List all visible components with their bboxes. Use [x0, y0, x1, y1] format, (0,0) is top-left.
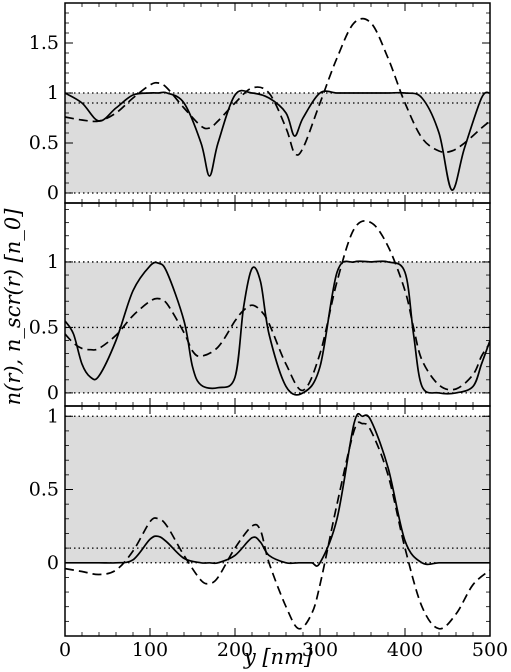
- series-line-solid: [65, 89, 490, 191]
- y-tick-label: 0.5: [29, 479, 59, 501]
- y-tick-label: 1: [47, 405, 59, 427]
- x-axis-label: y [nm]: [243, 645, 313, 669]
- panel-middle: 00.51: [29, 202, 491, 407]
- y-tick-label: 0.5: [29, 316, 59, 338]
- series-line-dashed: [65, 17, 490, 156]
- x-tick-label: 100: [132, 639, 168, 661]
- y-axis-label: n(r), n_scr(r) [n_0]: [1, 208, 25, 406]
- series-line-solid: [65, 412, 490, 567]
- x-tick-label: 300: [302, 639, 338, 661]
- x-tick-label: 200: [217, 639, 253, 661]
- panel-frame: [64, 405, 491, 637]
- y-tick-label: 0: [47, 182, 59, 204]
- series-group: [65, 220, 490, 396]
- panel-top: 0 0.5 1 1.5: [29, 2, 491, 204]
- series-line-solid: [65, 260, 490, 396]
- panel-bottom: 0 0.5 1 0 100 200 300 400 500: [29, 405, 508, 661]
- x-tick-label: 400: [387, 639, 423, 661]
- series-group: [65, 412, 490, 630]
- series-line-dashed: [65, 421, 490, 630]
- y-tick-label: 1.5: [29, 32, 59, 54]
- x-tick-label: 0: [59, 639, 71, 661]
- y-tick-label: 0: [47, 552, 59, 574]
- series-group: [65, 17, 490, 191]
- y-tick-label: 0: [47, 382, 59, 404]
- x-tick-label: 500: [472, 639, 508, 661]
- shaded-band: [65, 416, 490, 563]
- y-tick-label: 1: [47, 251, 59, 273]
- y-tick-label: 1: [47, 82, 59, 104]
- y-tick-label: 0.5: [29, 132, 59, 154]
- series-line-dashed: [65, 220, 490, 392]
